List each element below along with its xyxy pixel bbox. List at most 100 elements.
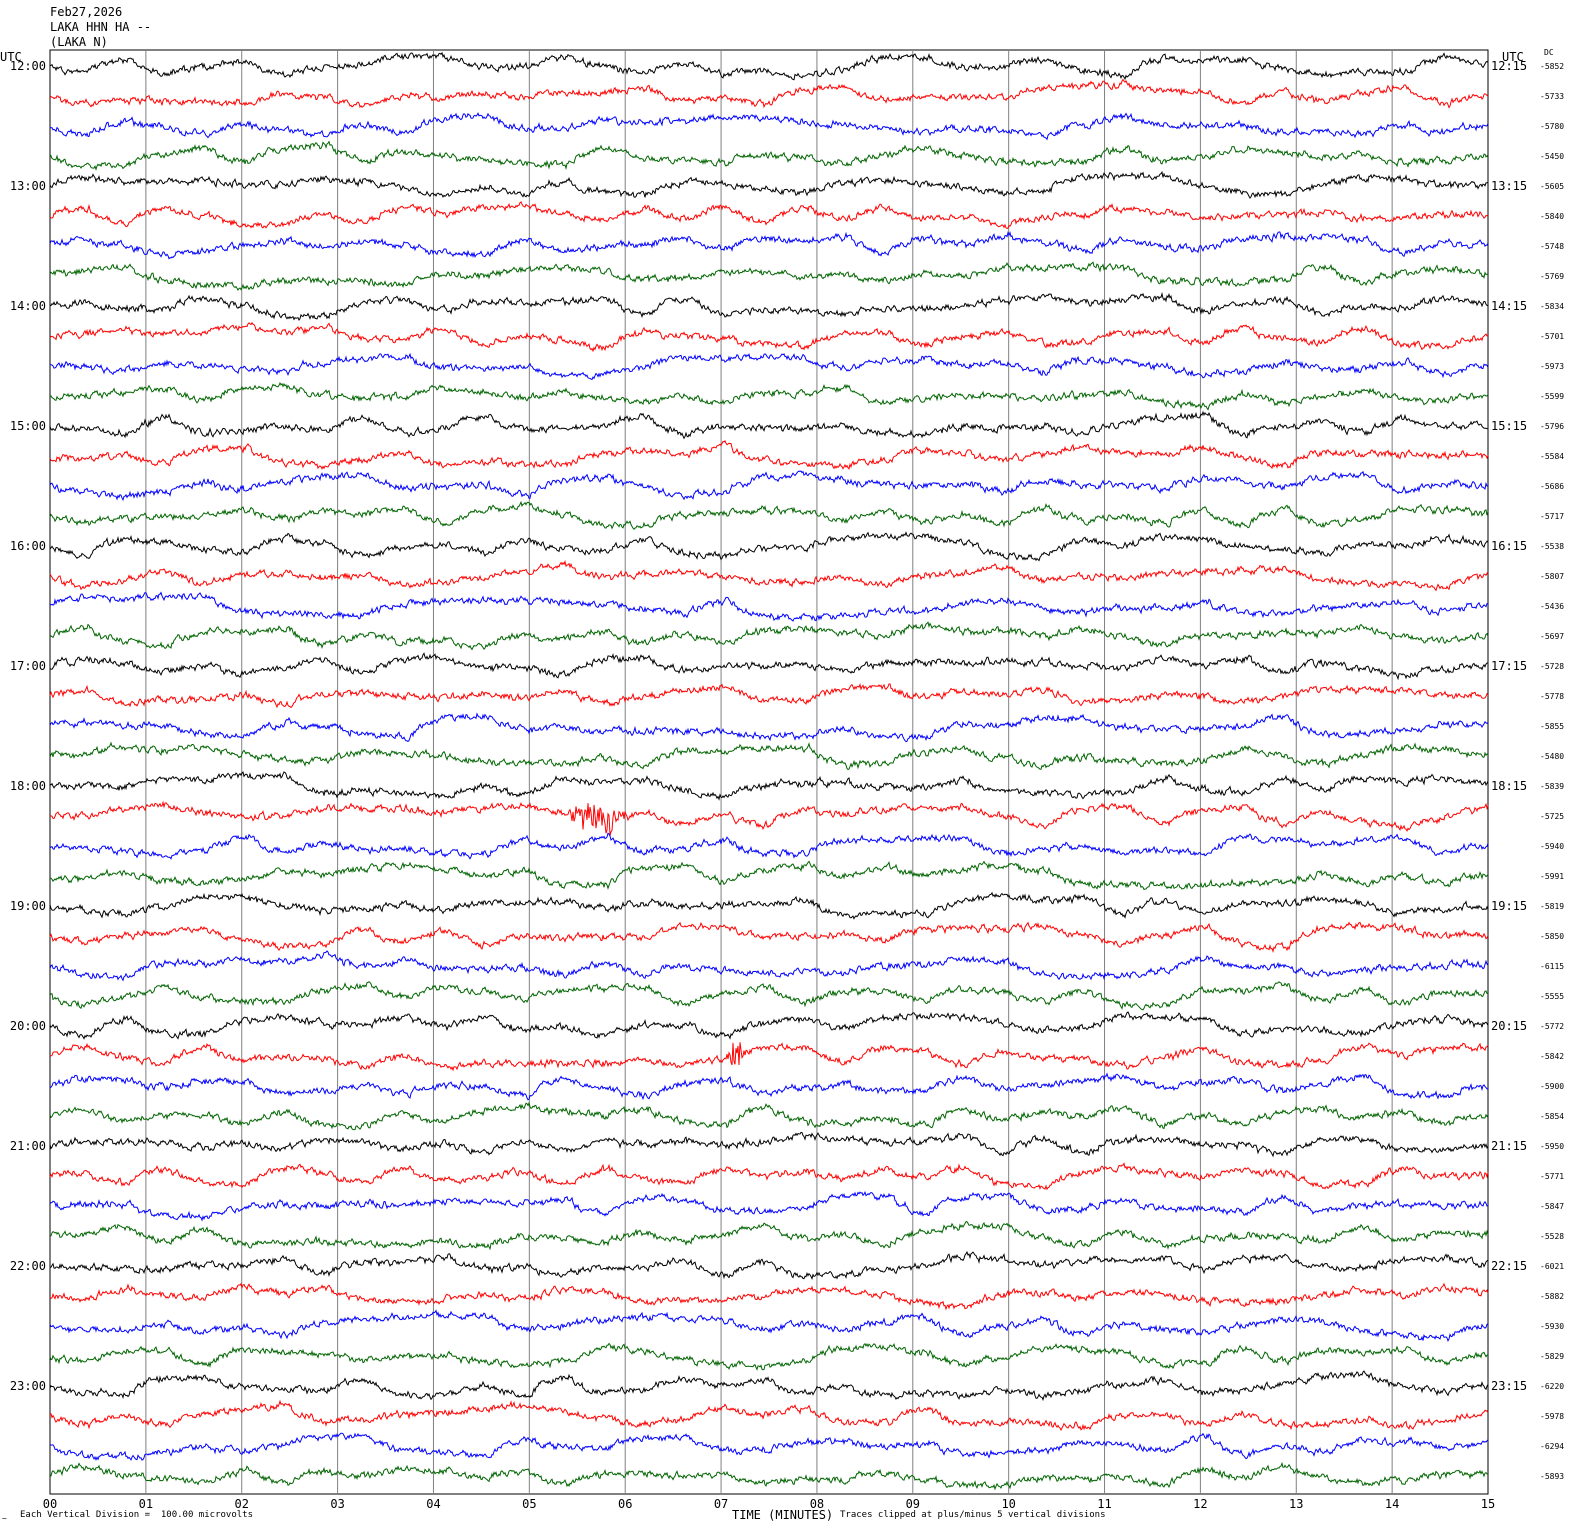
trace-47 — [49, 1461, 1489, 1491]
trace-13 — [49, 440, 1489, 470]
trace-12 — [49, 410, 1489, 440]
trace-19 — [49, 621, 1489, 651]
trace-31 — [49, 981, 1489, 1011]
dc-offset-label: -5780 — [1540, 122, 1564, 131]
dc-offset-label: -5978 — [1540, 1412, 1564, 1421]
dc-offset-label: -6115 — [1540, 962, 1564, 971]
utc-left-label: UTC — [0, 50, 22, 64]
trace-29 — [49, 921, 1489, 954]
dc-offset-label: -5686 — [1540, 482, 1564, 491]
hour-label-left: 15:00 — [10, 419, 46, 433]
dc-offset-label: -5796 — [1540, 422, 1564, 431]
station-label: LAKA HHN HA -- — [50, 20, 152, 34]
hour-label-right: 20:15 — [1491, 1019, 1527, 1033]
hour-label-right: 16:15 — [1491, 539, 1527, 553]
trace-40 — [49, 1250, 1489, 1281]
trace-21 — [49, 682, 1489, 709]
hour-label-right: 13:15 — [1491, 179, 1527, 193]
dc-offset-label: -5728 — [1540, 662, 1564, 671]
trace-42 — [49, 1309, 1489, 1343]
trace-8 — [49, 291, 1489, 322]
dc-offset-label: -5717 — [1540, 512, 1564, 521]
dc-offset-label: -5528 — [1540, 1232, 1564, 1241]
trace-30 — [49, 950, 1489, 982]
trace-22 — [49, 712, 1489, 743]
trace-15 — [49, 500, 1489, 530]
scale-note: Each Vertical Division = 100.00 microvol… — [20, 1510, 253, 1520]
x-tick-14: 14 — [1385, 1497, 1399, 1511]
hour-label-left: 12:00 — [10, 59, 46, 73]
dc-offset-label: -5725 — [1540, 812, 1564, 821]
hour-label-right: 19:15 — [1491, 899, 1527, 913]
dc-offset-label: -5991 — [1540, 872, 1564, 881]
x-tick-09: 09 — [906, 1497, 920, 1511]
trace-44 — [49, 1370, 1489, 1402]
trace-43 — [49, 1342, 1489, 1371]
utc-right-label: UTC — [1502, 50, 1524, 64]
dc-offset-label: -5599 — [1540, 392, 1564, 401]
trace-5 — [49, 201, 1489, 229]
dc-offset-label: -5771 — [1540, 1172, 1564, 1181]
trace-28 — [49, 891, 1489, 920]
hour-label-left: 23:00 — [10, 1379, 46, 1393]
hour-label-right: 22:15 — [1491, 1259, 1527, 1273]
dc-offset-label: -5839 — [1540, 782, 1564, 791]
hour-label-right: 15:15 — [1491, 419, 1527, 433]
hour-labels-right: 12:15 13:15 14:15 15:15 16:15 17:15 18:15 19:15… — [1491, 59, 1527, 1393]
small-mark: ~ — [2, 1514, 7, 1523]
dc-offset-label: -5893 — [1540, 1472, 1564, 1481]
trace-34 — [49, 1072, 1489, 1101]
x-tick-02: 02 — [235, 1497, 249, 1511]
trace-1 — [49, 78, 1489, 109]
x-tick-00: 00 — [43, 1497, 57, 1511]
trace-25 — [49, 800, 1489, 836]
dc-offset-label: -6220 — [1540, 1382, 1564, 1391]
trace-35 — [49, 1101, 1489, 1131]
hour-label-left: 14:00 — [10, 299, 46, 313]
x-axis-title: TIME (MINUTES) — [732, 1508, 834, 1522]
x-tick-01: 01 — [139, 1497, 153, 1511]
dc-offset-label: -5829 — [1540, 1352, 1564, 1361]
dc-offset-label: -5733 — [1540, 92, 1564, 101]
dc-offset-label: -5480 — [1540, 752, 1564, 761]
x-tick-03: 03 — [330, 1497, 344, 1511]
dc-offset-label: -6021 — [1540, 1262, 1564, 1271]
hour-label-left: 17:00 — [10, 659, 46, 673]
x-tick-12: 12 — [1193, 1497, 1207, 1511]
dc-offset-label: -5436 — [1540, 602, 1564, 611]
plot-frame — [49, 49, 1489, 1495]
trace-4 — [49, 170, 1489, 199]
trace-11 — [49, 381, 1489, 411]
x-tick-labels: 00 01 02 03 04 05 06 07 08 09 10 11 12 13 14 15 — [43, 1497, 1495, 1511]
dc-offset-label: -5778 — [1540, 692, 1564, 701]
dc-offset-label: -5584 — [1540, 452, 1564, 461]
minute-gridlines — [145, 50, 1393, 1494]
hour-label-left: 16:00 — [10, 539, 46, 553]
dc-offset-label: -5940 — [1540, 842, 1564, 851]
trace-20 — [49, 652, 1489, 681]
dc-offset-label: -5840 — [1540, 212, 1564, 221]
dc-offset-label: -5882 — [1540, 1292, 1564, 1301]
trace-7 — [49, 261, 1489, 291]
trace-17 — [49, 559, 1489, 592]
date-label: Feb27,2026 — [50, 5, 123, 19]
hour-label-left: 19:00 — [10, 899, 46, 913]
dc-offset-label: -5973 — [1540, 362, 1564, 371]
trace-38 — [49, 1190, 1489, 1222]
dc-offset-label: -6294 — [1540, 1442, 1564, 1451]
dc-label: DC — [1544, 48, 1554, 57]
hour-label-left: 20:00 — [10, 1019, 46, 1033]
trace-24 — [49, 771, 1489, 801]
trace-45 — [49, 1399, 1489, 1432]
dc-offset-label: -5807 — [1540, 572, 1564, 581]
trace-41 — [49, 1282, 1489, 1311]
hour-label-right: 14:15 — [1491, 299, 1527, 313]
x-tick-13: 13 — [1289, 1497, 1303, 1511]
hour-label-left: 21:00 — [10, 1139, 46, 1153]
hour-label-right: 18:15 — [1491, 779, 1527, 793]
x-tick-04: 04 — [426, 1497, 440, 1511]
hour-labels-left: 12:00 13:00 14:00 15:00 16:00 17:00 18:00 19:00… — [10, 59, 46, 1393]
trace-36 — [49, 1131, 1489, 1158]
dc-offset-label: -5772 — [1540, 1022, 1564, 1031]
